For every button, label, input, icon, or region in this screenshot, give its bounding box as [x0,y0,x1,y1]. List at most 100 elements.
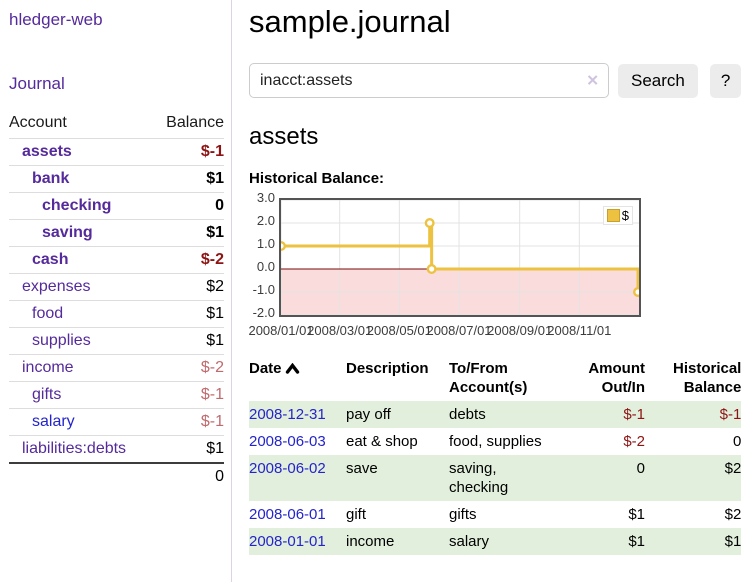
account-balance: $-1 [152,381,224,409]
sidebar-item-journal[interactable]: Journal [9,74,65,93]
account-heading: assets [249,123,319,150]
account-balance: $1 [152,435,224,463]
chart-title: Historical Balance: [249,170,385,187]
account-link[interactable]: saving [42,224,93,241]
column-header-accounts: To/From Account(s) [449,360,528,396]
account-link[interactable]: cash [32,251,69,268]
account-link[interactable]: supplies [32,332,91,349]
account-row: assets $-1 [9,138,224,166]
column-header-description: Description [346,360,429,377]
help-button[interactable]: ? [709,63,742,98]
transaction-accounts: salary [449,533,490,550]
transaction-description: eat & shop [346,433,418,450]
account-row: supplies $1 [9,327,224,355]
transaction-amount: 0 [636,460,645,477]
chart-legend: $ [602,206,633,225]
search-input[interactable] [249,63,609,98]
table-row: 2008-01-01 income salary $1 $1 [249,528,742,555]
transaction-description: pay off [346,406,391,423]
account-link[interactable]: food [32,305,64,322]
y-axis-tick-label: -2.0 [252,305,275,320]
table-row: 2008-06-02 save saving, checking 0 $2 [249,455,742,501]
account-row: saving $1 [9,219,224,247]
y-axis-tick-label: 1.0 [256,236,275,251]
column-header-date[interactable]: Date [249,357,346,401]
table-row: 2008-12-31 pay off debts $-1 $-1 [249,401,742,428]
account-balance: $2 [152,273,224,301]
account-link[interactable]: liabilities:debts [22,440,127,457]
transaction-amount: $-2 [623,433,645,450]
accounts-header-account: Account [9,114,67,131]
x-axis-tick-label: 2008/07/01 [426,323,492,338]
main-content: sample.journal ✕ Search ? assets Histori… [232,0,742,582]
account-balance: $1 [152,327,224,355]
account-balance: $1 [152,219,224,247]
transaction-amount: $1 [628,506,645,523]
transaction-balance: $1 [724,533,742,550]
accounts-total-value: 0 [152,462,224,490]
historical-balance-chart[interactable]: $ 3.0 2.0 1.0 0.0 -1.0 -2.0 2008/01/01 2008/03/… [248,191,741,338]
transaction-date-link[interactable]: 2008-01-01 [249,533,326,550]
transaction-description: save [346,460,378,477]
chart-canvas [281,200,639,315]
chart-plot-area[interactable]: $ [279,198,641,317]
account-link[interactable]: expenses [22,278,91,295]
sort-ascending-icon [285,362,299,374]
table-row: 2008-06-01 gift gifts $1 $2 [249,501,741,528]
search-bar: ✕ Search ? [249,63,742,98]
transactions-table: Date Description To/From Account(s) Amou… [249,357,742,555]
account-link[interactable]: gifts [32,386,62,403]
account-link[interactable]: bank [32,170,70,187]
account-row: cash $-2 [9,246,224,274]
search-button[interactable]: Search [618,63,698,98]
page-title: sample.journal [249,4,451,39]
transaction-date-link[interactable]: 2008-12-31 [249,406,326,423]
clear-search-icon[interactable]: ✕ [586,72,599,89]
account-row: food $1 [9,300,224,328]
series-label: $ [621,208,629,223]
account-link[interactable]: salary [32,413,75,430]
transaction-description: gift [346,506,367,523]
transaction-accounts: gifts [449,506,477,523]
brand-link[interactable]: hledger-web [9,10,103,29]
transaction-accounts: debts [449,406,486,423]
y-axis-tick-label: 3.0 [256,190,275,205]
account-balance: $1 [152,165,224,193]
table-row: 2008-06-03 eat & shop food, supplies $-2 0 [249,428,741,455]
transaction-date-link[interactable]: 2008-06-02 [249,460,326,477]
y-axis-tick-label: 2.0 [256,213,275,228]
account-balance: $-2 [152,246,224,274]
series-swatch-icon [606,209,620,222]
account-link[interactable]: checking [42,197,112,214]
transaction-date-link[interactable]: 2008-06-01 [249,506,326,523]
sidebar: hledger-web Journal Account Balance asse… [0,0,232,582]
transaction-balance: 0 [733,433,742,450]
transaction-amount: $1 [628,533,645,550]
y-axis-tick-label: -1.0 [252,282,275,297]
account-row: salary $-1 [9,408,224,436]
account-link[interactable]: assets [22,143,72,160]
account-row: liabilities:debts $1 [9,435,224,463]
transaction-balance: $2 [724,506,742,523]
accounts-header-balance: Balance [166,114,224,131]
account-balance: $-1 [152,138,224,166]
transaction-description: income [346,533,395,550]
accounts-total-row: 0 [9,462,224,490]
x-axis-tick-label: 2008/05/01 [366,323,432,338]
account-link[interactable]: income [22,359,74,376]
accounts-table: Account Balance assets $-1 bank $1 checking 0… [9,109,224,490]
account-balance: $-2 [152,354,224,382]
x-axis-tick-label: 2008/11/01 [547,323,612,338]
account-balance: 0 [152,192,224,220]
account-row: bank $1 [9,165,224,193]
account-balance: $1 [152,300,224,328]
transaction-date-link[interactable]: 2008-06-03 [249,433,326,450]
account-balance: $-1 [152,408,224,436]
y-axis-tick-label: 0.0 [256,259,275,274]
transaction-balance: $2 [724,460,742,477]
transaction-accounts: saving, checking [449,460,509,496]
account-row: checking 0 [9,192,224,220]
x-axis-tick-label: 2008/09/01 [487,323,553,338]
account-row: expenses $2 [9,273,224,301]
x-axis-tick-label: 2008/03/01 [307,323,373,338]
